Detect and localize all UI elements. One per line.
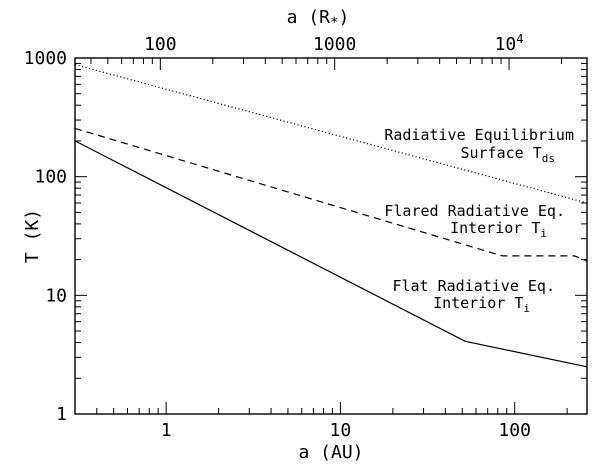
annotation-flared: Flared Radiative Eq. (384, 202, 565, 220)
y-tick-label: 1 (56, 404, 67, 425)
annotation-flat-interior-main: Interior T (433, 294, 523, 312)
annotation-flared-interior: Interior Ti (450, 219, 547, 240)
x-tick-label: 1 (161, 420, 172, 441)
y-tick-label: 10 (45, 285, 67, 306)
y-axis-title: T (K) (22, 209, 43, 263)
top-tick-label: 104 (495, 32, 524, 55)
y-tick-label: 1000 (24, 48, 67, 69)
annotation-surface-tds-sub: ds (542, 152, 555, 165)
y-tick-label: 100 (34, 167, 67, 188)
top-axis-title-close: ) (338, 7, 349, 28)
plot-frame (74, 57, 588, 415)
annotation-flat: Flat Radiative Eq. (392, 277, 555, 295)
series-lines (74, 64, 588, 368)
x-tick-label: 10 (330, 420, 352, 441)
top-axis-title-sub: * (330, 15, 338, 31)
top-tick-label-base: 1000 (313, 34, 356, 55)
top-tick-label-exponent: 4 (516, 32, 523, 46)
x-tick-label: 100 (498, 420, 531, 441)
top-axis-title-main: a (R (287, 7, 331, 28)
series-line-dashed (74, 127, 588, 262)
top-tick-label-base: 10 (495, 34, 517, 55)
top-tick-label: 100 (144, 34, 177, 55)
series-line-solid (74, 140, 588, 368)
annotation-surface-tds: Surface Tds (460, 144, 555, 165)
annotation-flared-interior-sub: i (540, 227, 547, 240)
annotation-radiative-equilibrium: Radiative Equilibrium (384, 126, 574, 144)
x-axis-title: a (AU) (298, 442, 363, 463)
top-axis-title: a (R*) (287, 7, 350, 31)
annotation-surface-tds-main: Surface T (460, 144, 541, 162)
top-tick-label-base: 100 (144, 34, 177, 55)
annotation-flared-interior-main: Interior T (450, 219, 540, 237)
annotation-flat-interior: Interior Ti (433, 294, 530, 315)
annotation-radiative-equilibrium-line1: Radiative Equilibrium (384, 126, 574, 144)
annotation-flat-interior-sub: i (523, 302, 530, 315)
top-tick-label: 1000 (313, 34, 356, 55)
